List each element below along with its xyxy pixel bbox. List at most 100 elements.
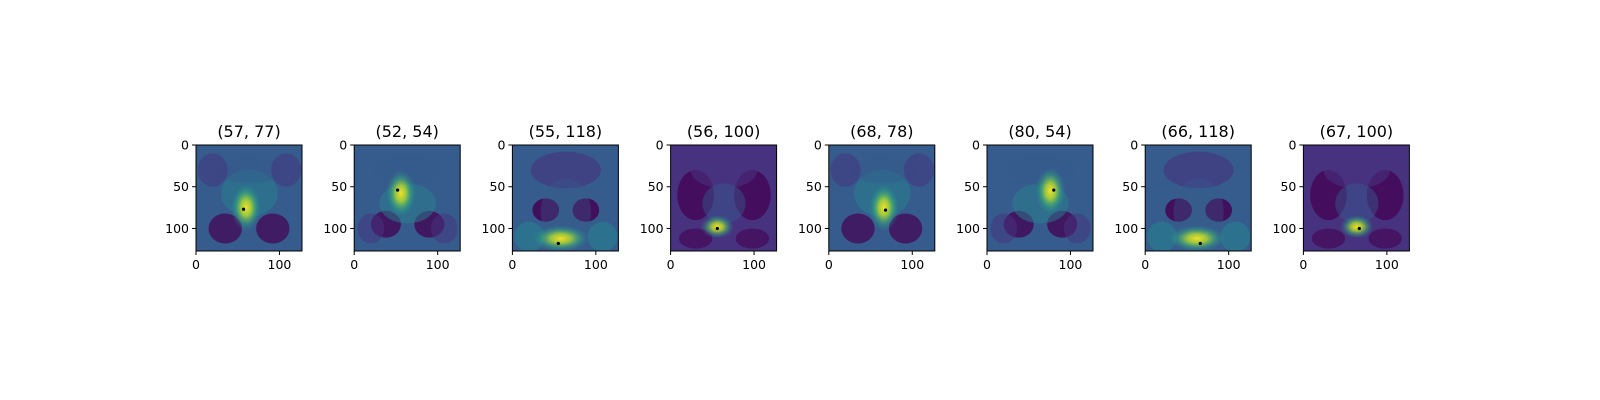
y-tick-label: 0 — [972, 138, 980, 153]
panel-title: (57, 77) — [217, 122, 280, 141]
heatmap-panel: (57, 77) 0 50 100 0 100 — [165, 122, 303, 272]
y-tick-label: 100 — [798, 221, 822, 236]
marker-point — [1357, 226, 1361, 231]
heatmap-panel: (66, 118) 0 50 100 0 100 — [1114, 122, 1252, 272]
heatmap-image — [1145, 145, 1252, 251]
heatmap-region — [1335, 183, 1379, 224]
x-tick-label: 0 — [825, 257, 833, 272]
axes-frame — [1144, 144, 1252, 252]
heatmap-region — [357, 213, 385, 244]
x-tick-label: 100 — [584, 257, 608, 272]
heatmap-image — [828, 145, 935, 251]
heatmap-region — [1311, 228, 1346, 249]
panel-title: (66, 118) — [1161, 122, 1235, 141]
heatmap-panel: (52, 54) 0 50 100 0 100 — [323, 122, 461, 272]
y-tick-label: 100 — [323, 221, 347, 236]
heatmap-panel: (80, 54) 0 50 100 0 100 — [956, 122, 1094, 272]
heatmap-region — [1146, 221, 1177, 251]
heatmap-region — [216, 156, 283, 184]
x-tick-label: 0 — [667, 257, 675, 272]
y-tick-label: 100 — [640, 221, 664, 236]
y-tick-label: 50 — [1122, 179, 1138, 194]
activation-hotspot — [868, 184, 899, 231]
axes-frame — [670, 144, 778, 252]
heatmap-image — [987, 145, 1093, 251]
heatmap-region — [271, 153, 302, 187]
activation-hotspot — [231, 184, 262, 231]
y-tick-label: 100 — [1114, 221, 1138, 236]
x-tick-label: 100 — [1375, 257, 1399, 272]
activation-hotspot — [1340, 215, 1374, 239]
x-tick-label: 100 — [900, 257, 924, 272]
marker-point — [241, 207, 246, 211]
heatmap-region — [256, 213, 290, 244]
x-tick-label: 0 — [1299, 257, 1307, 272]
x-tick-label: 0 — [508, 257, 516, 272]
x-tick-label: 100 — [426, 257, 450, 272]
y-tick-label: 100 — [1273, 221, 1297, 236]
heatmap-region — [735, 228, 770, 249]
heatmap-region — [208, 213, 242, 244]
heatmap-region — [430, 213, 458, 244]
activation-hotspot — [1168, 225, 1226, 251]
panel-title: (55, 118) — [529, 122, 603, 141]
y-tick-label: 50 — [1280, 179, 1296, 194]
heatmap-region — [848, 156, 916, 184]
heatmap-region — [1205, 198, 1233, 222]
heatmap-image — [512, 145, 619, 251]
y-tick-label: 50 — [806, 179, 822, 194]
heatmap-region — [532, 198, 560, 222]
heatmap-region — [572, 198, 600, 222]
y-tick-label: 50 — [173, 179, 189, 194]
heatmap-region — [690, 151, 758, 189]
y-tick-label: 0 — [181, 138, 189, 153]
x-tick-label: 0 — [1141, 257, 1149, 272]
heatmap-region — [702, 183, 746, 224]
panel-title: (68, 78) — [850, 122, 913, 141]
axes-frame — [195, 144, 303, 252]
y-tick-label: 0 — [656, 138, 664, 153]
panel-title: (80, 54) — [1008, 122, 1071, 141]
heatmap-region — [903, 153, 934, 187]
heatmap-image — [196, 145, 302, 251]
marker-point — [1198, 241, 1202, 246]
heatmap-panel: (56, 100) 0 50 100 0 100 — [640, 122, 778, 272]
axes-frame — [828, 144, 936, 252]
y-tick-label: 50 — [964, 179, 980, 194]
activation-hotspot — [1035, 167, 1066, 215]
x-tick-label: 100 — [742, 257, 766, 272]
marker-point — [1052, 188, 1056, 192]
x-tick-label: 0 — [192, 257, 200, 272]
x-tick-label: 0 — [983, 257, 991, 272]
marker-point — [883, 208, 888, 212]
marker-point — [715, 226, 719, 231]
x-tick-label: 0 — [350, 257, 358, 272]
heatmap-region — [1220, 221, 1251, 251]
heatmap-panel: (67, 100) 0 50 100 0 100 — [1273, 122, 1410, 272]
heatmap-region — [888, 213, 923, 244]
heatmap-panel: (55, 118) 0 50 100 0 100 — [482, 122, 619, 272]
activation-hotspot — [385, 170, 416, 217]
marker-point — [396, 188, 400, 192]
x-tick-label: 100 — [268, 257, 292, 272]
heatmap-image — [354, 145, 461, 251]
axes-frame — [1302, 144, 1410, 252]
y-tick-label: 50 — [489, 179, 505, 194]
heatmap-region — [587, 221, 618, 251]
heatmap-region — [990, 213, 1018, 244]
y-tick-label: 0 — [1288, 138, 1296, 153]
heatmap-region — [830, 153, 861, 187]
y-tick-label: 100 — [482, 221, 506, 236]
heatmap-region — [1165, 198, 1192, 222]
heatmap-region — [1063, 213, 1091, 244]
axes-frame — [511, 144, 619, 252]
axes-frame — [986, 144, 1094, 252]
activation-hotspot — [532, 225, 590, 251]
heatmap-image — [1303, 145, 1410, 251]
panel-title: (52, 54) — [376, 122, 439, 141]
x-tick-label: 100 — [1217, 257, 1241, 272]
axes-frame — [353, 144, 461, 252]
heatmap-region — [197, 153, 228, 187]
y-tick-label: 50 — [331, 179, 347, 194]
y-tick-label: 0 — [1130, 138, 1138, 153]
